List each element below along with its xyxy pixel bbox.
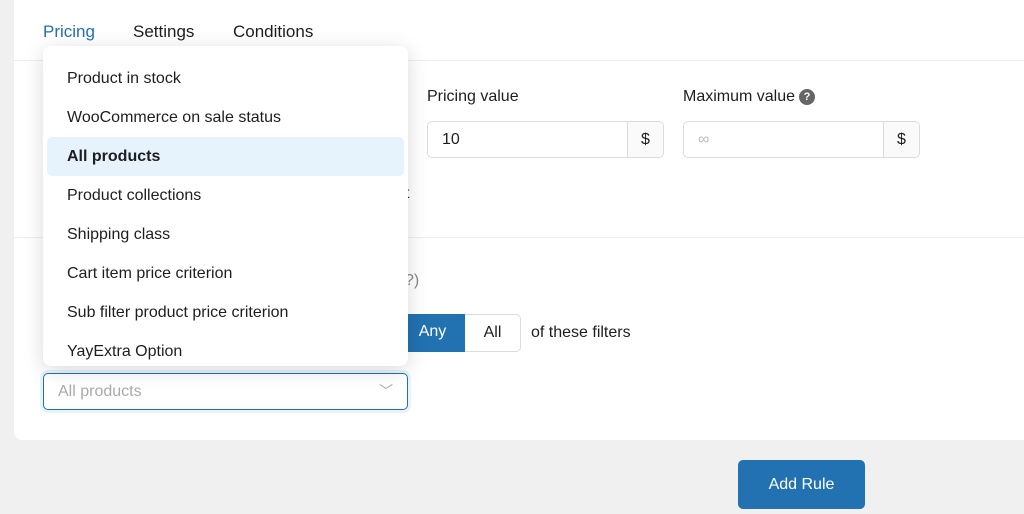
- currency-suffix: $: [883, 122, 919, 157]
- pricing-value-label: Pricing value: [427, 88, 519, 105]
- tab-settings[interactable]: Settings: [133, 22, 195, 41]
- filter-select-placeholder: All products: [58, 383, 142, 400]
- filter-select[interactable]: All products ﹀: [43, 373, 408, 410]
- partial-text: ?): [405, 272, 420, 289]
- add-rule-button[interactable]: Add Rule: [738, 460, 865, 509]
- divider: [14, 237, 1024, 238]
- maximum-value-text: Maximum value: [683, 88, 796, 105]
- maximum-value-input[interactable]: ∞: [698, 131, 710, 148]
- dropdown-item[interactable]: Product in stock: [67, 70, 181, 87]
- dropdown-item[interactable]: Cart item price criterion: [67, 265, 233, 282]
- dropdown-item[interactable]: YayExtra Option: [67, 343, 183, 360]
- currency-suffix: $: [627, 122, 663, 157]
- match-suffix: of these filters: [531, 324, 631, 341]
- divider: [14, 60, 1024, 61]
- match-all-button[interactable]: All: [465, 314, 521, 352]
- maximum-value-field[interactable]: ∞ $: [683, 121, 920, 158]
- dropdown-item[interactable]: All products: [47, 137, 404, 176]
- tab-pricing[interactable]: Pricing: [43, 22, 95, 41]
- match-any-button[interactable]: Any: [400, 314, 465, 352]
- dropdown-item[interactable]: Product collections: [67, 187, 202, 204]
- tab-conditions[interactable]: Conditions: [233, 22, 314, 41]
- dropdown-item[interactable]: Sub filter product price criterion: [67, 304, 289, 321]
- pricing-value-input[interactable]: 10: [442, 131, 460, 148]
- help-icon[interactable]: ?: [799, 89, 816, 105]
- dropdown-item[interactable]: Shipping class: [67, 226, 171, 243]
- chevron-down-icon: ﹀: [379, 383, 393, 399]
- maximum-value-label: Maximum value?: [683, 88, 816, 106]
- filter-dropdown-menu: Product in stock WooCommerce on sale sta…: [43, 46, 408, 366]
- pricing-value-field[interactable]: 10 $: [427, 121, 664, 158]
- dropdown-item[interactable]: WooCommerce on sale status: [67, 109, 282, 126]
